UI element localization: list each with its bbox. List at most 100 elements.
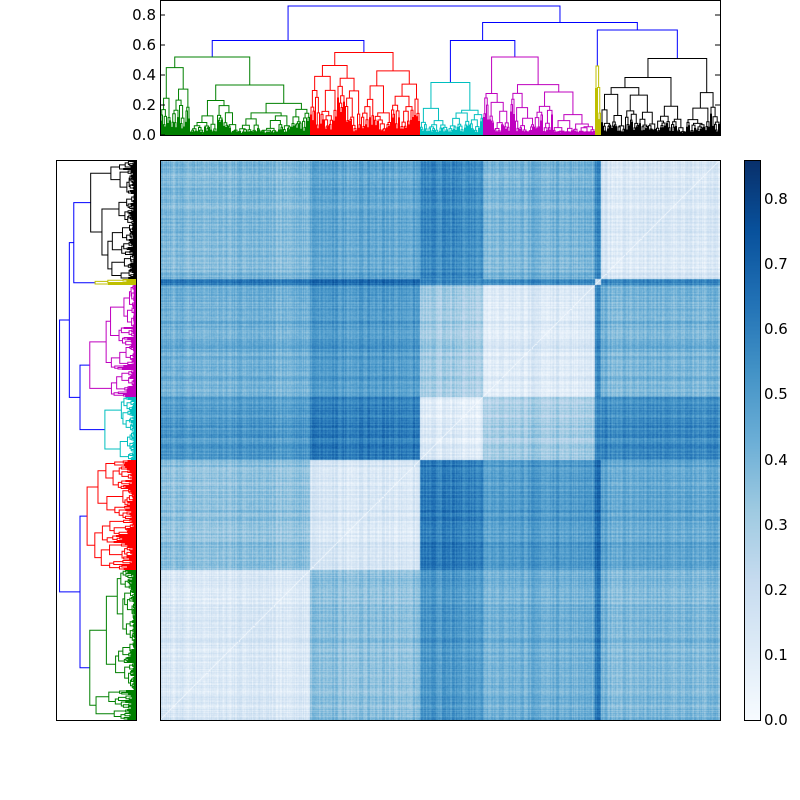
dendrogram-link [274, 131, 276, 135]
dendrogram-link [607, 128, 609, 135]
dendrogram-link [293, 125, 295, 135]
dendrogram-link [123, 168, 136, 170]
dendrogram-link [699, 92, 714, 109]
dendrogram-link [369, 117, 371, 135]
dendrogram-link [467, 124, 470, 135]
dendrogram-link [462, 131, 464, 135]
dendrogram-link [333, 109, 337, 122]
dendrogram-link [112, 470, 120, 486]
dendrogram-link [131, 329, 136, 332]
dendrogram-link [576, 131, 578, 135]
dendrogram-link [115, 535, 136, 537]
dendrogram-link [470, 119, 478, 127]
dendrogram-link [132, 227, 136, 229]
dendrogram-link [163, 97, 170, 118]
dendrogram-link [537, 126, 540, 135]
dendrogram-link [132, 182, 136, 184]
dendrogram-link [124, 211, 129, 220]
dendrogram-link [519, 129, 521, 135]
dendrogram-link [126, 309, 133, 323]
dendrogram-link [107, 283, 136, 285]
dendrogram-link [124, 543, 136, 545]
dendrogram-link [581, 131, 583, 135]
dendrogram-link [178, 88, 189, 108]
dendrogram-link [346, 121, 348, 135]
dendrogram-link [387, 122, 391, 135]
dendrogram-link [349, 120, 351, 135]
dendrogram-link [130, 417, 136, 421]
dendrogram-link [129, 418, 132, 423]
dendrogram-link [118, 531, 136, 535]
dendrogram-link [206, 100, 225, 116]
dendrogram-link [693, 122, 703, 126]
dendrogram-link [181, 128, 183, 135]
dendrogram-link [206, 127, 209, 135]
dendrogram-link [295, 123, 299, 135]
dendrogram-link [124, 387, 128, 391]
dendrogram-link [712, 125, 714, 135]
dendrogram-link [126, 556, 136, 558]
dendrogram-link [374, 115, 381, 121]
dendrogram-link [346, 120, 349, 135]
dendrogram-link [333, 120, 335, 135]
dendrogram-link [123, 717, 136, 720]
dendrogram-link [94, 280, 109, 285]
dendrogram-link [79, 515, 90, 669]
dendrogram-link [241, 124, 250, 130]
dendrogram-link [73, 202, 96, 284]
dendrogram-link [130, 205, 136, 208]
dendrogram-link [59, 319, 80, 593]
dendrogram-link [265, 102, 302, 113]
dendrogram-link [352, 124, 356, 135]
dendrogram-link [589, 131, 591, 135]
dendrogram-link [133, 354, 136, 356]
dendrogram-link [117, 391, 136, 394]
dendrogram-link [268, 131, 270, 135]
dendrogram-link [445, 129, 448, 135]
dendrogram-link [221, 119, 223, 135]
dendrogram-link [580, 127, 588, 132]
dendrogram-link [128, 377, 133, 384]
dendrogram-link [133, 194, 136, 196]
dendrogram-link [608, 124, 611, 135]
dendrogram-link [193, 125, 201, 129]
dendrogram-link [617, 126, 621, 132]
dendrogram-link [133, 188, 136, 190]
dendrogram-link [563, 114, 583, 124]
dendrogram-link [365, 124, 367, 135]
dendrogram-link [624, 77, 672, 107]
dendrogram-link [133, 273, 136, 275]
dendrogram-link [551, 114, 553, 135]
dendrogram-link [127, 532, 136, 534]
dendrogram-link [686, 126, 688, 135]
dendrogram-link [118, 201, 127, 217]
dendrogram-link [132, 553, 136, 555]
dendrogram-link [131, 582, 136, 584]
dendrogram-link [123, 568, 136, 570]
dendrogram-link [705, 130, 707, 135]
dendrogram-link [307, 120, 309, 135]
dendrogram-link [132, 476, 136, 478]
dendrogram-link [316, 112, 320, 135]
dendrogram-link [132, 329, 136, 331]
dendrogram-link [657, 130, 660, 135]
dendrogram-link [129, 652, 136, 655]
dendrogram-link [133, 311, 136, 313]
dendrogram-link [123, 327, 136, 329]
dendrogram-link [131, 267, 136, 269]
dendrogram-link [505, 128, 507, 135]
dendrogram-link [133, 313, 136, 315]
dendrogram-link [131, 697, 136, 699]
dendrogram-link [186, 106, 190, 119]
dendrogram-link [494, 129, 497, 135]
dendrogram-link [129, 355, 134, 360]
dendrogram-link [499, 110, 508, 123]
dendrogram-link [119, 164, 126, 170]
dendrogram-link [645, 125, 648, 135]
dendrogram-link [132, 548, 136, 550]
dendrogram-link [486, 104, 489, 135]
dendrogram-link [407, 120, 410, 135]
dendrogram-link [322, 119, 324, 135]
dendrogram-link [130, 250, 136, 252]
dendrogram-link [129, 714, 136, 717]
